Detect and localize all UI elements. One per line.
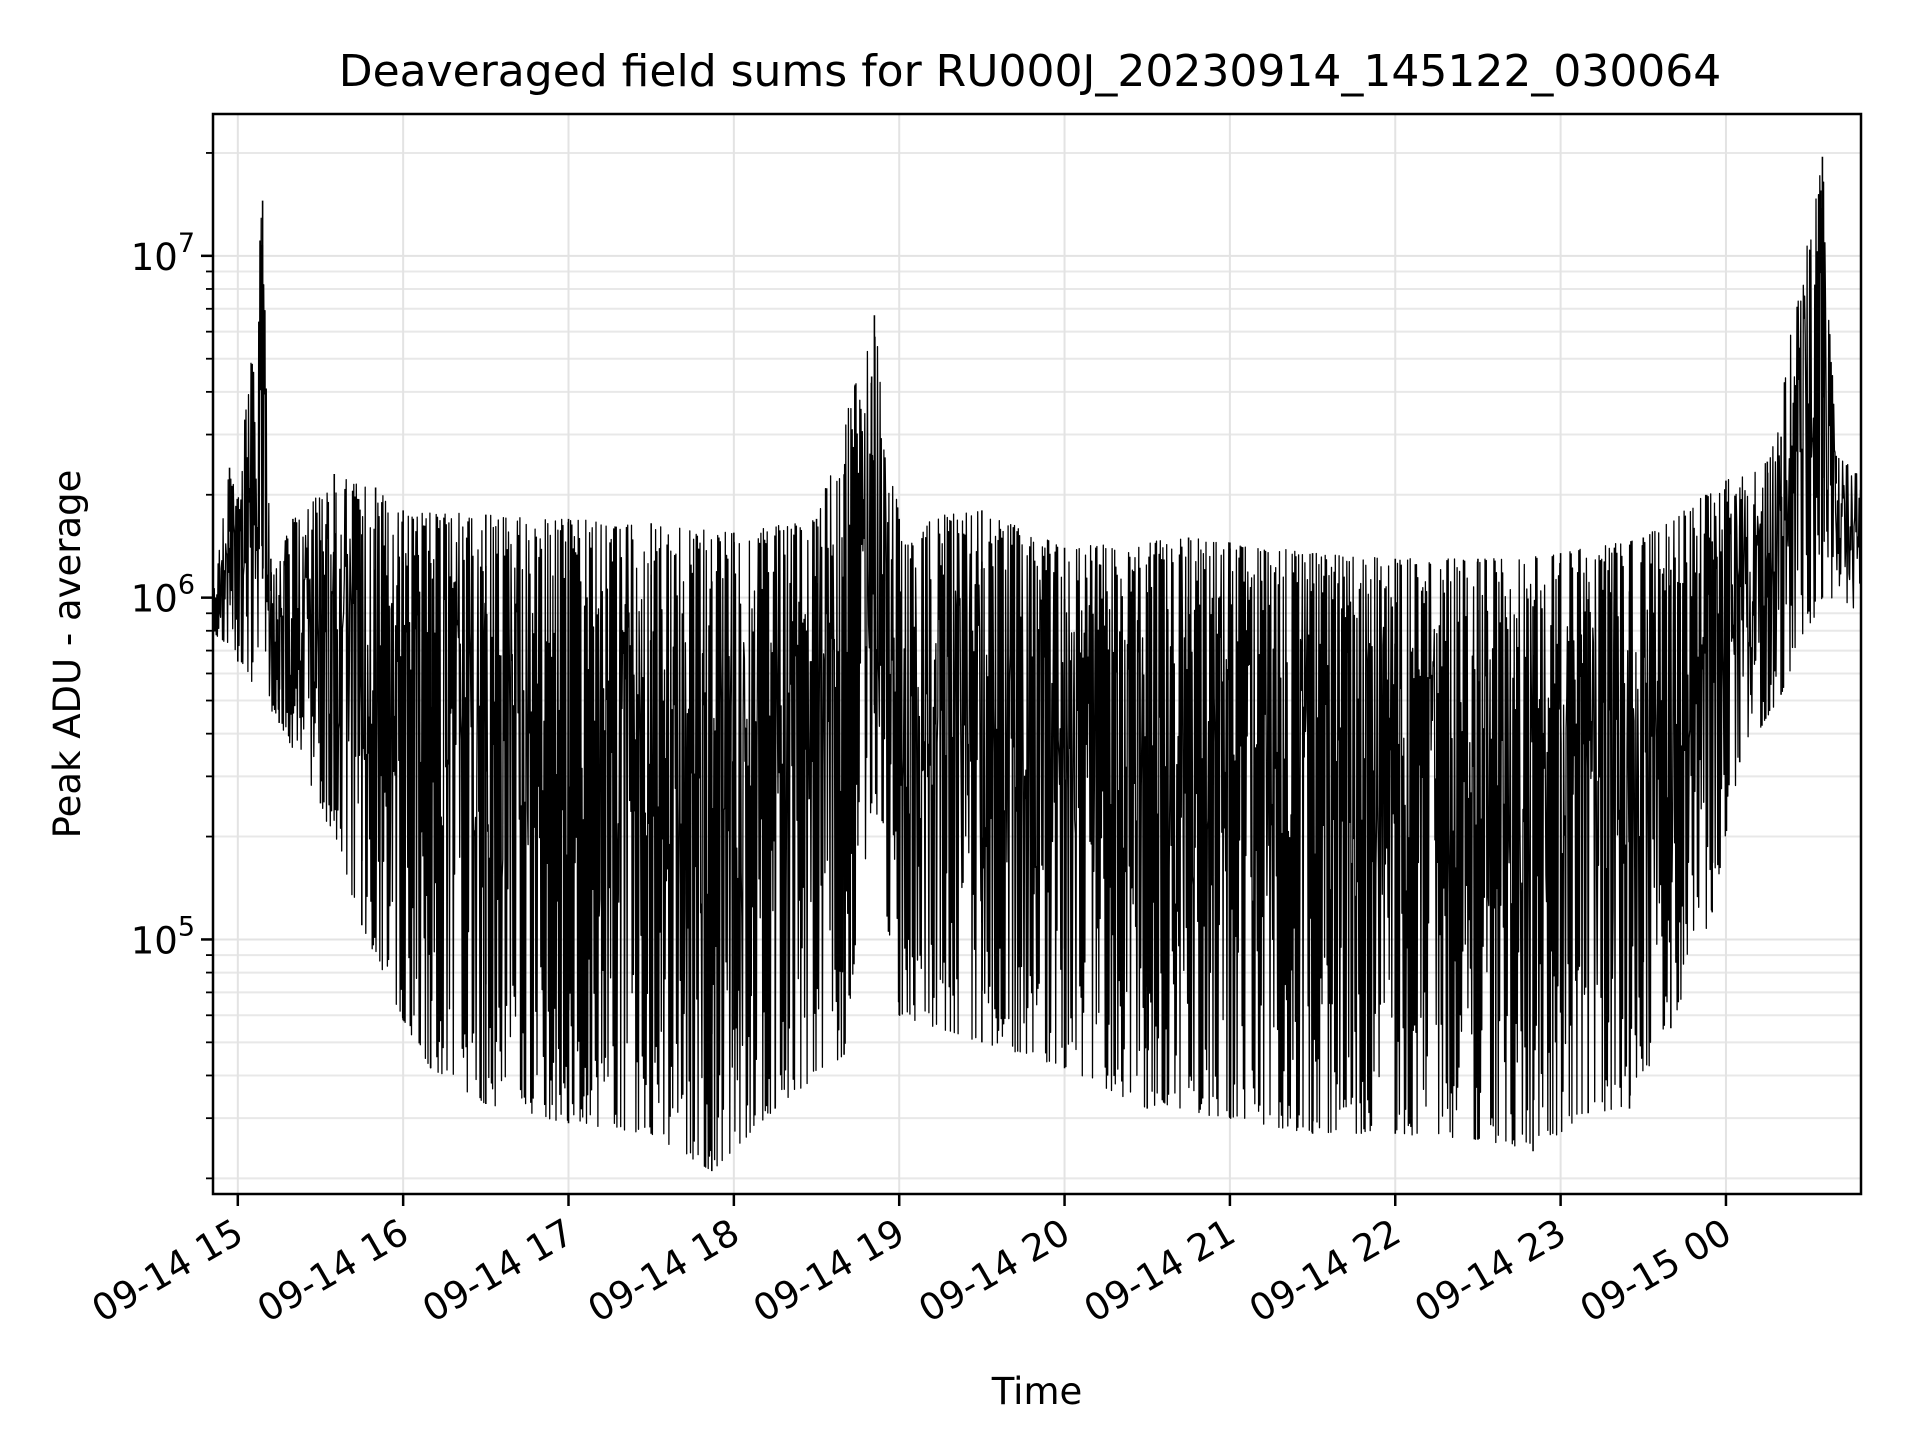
x-tick-label: 09-14 16 (250, 1211, 416, 1331)
series-layer (212, 156, 1862, 1172)
x-tick-label: 09-14 17 (415, 1211, 581, 1331)
x-axis-label: Time (991, 1370, 1083, 1413)
y-axis-label: Peak ADU - average (46, 470, 89, 839)
y-tick-label: 107 (131, 228, 195, 279)
y-tick-label: 105 (131, 911, 195, 962)
x-tick-label: 09-14 19 (746, 1211, 912, 1331)
x-tick-label: 09-14 20 (911, 1211, 1077, 1331)
x-tick-label: 09-14 22 (1242, 1211, 1408, 1331)
x-tick-label: 09-15 00 (1573, 1211, 1739, 1331)
x-tick-label: 09-14 15 (85, 1211, 251, 1331)
x-ticks: 09-14 15 09-14 16 09-14 17 09-14 18 09-14 19… (85, 1194, 1739, 1331)
x-tick-label: 09-14 18 (581, 1211, 747, 1331)
chart-title: Deaveraged field sums for RU000J_2023091… (339, 46, 1722, 97)
series-line-0 (212, 175, 1862, 1170)
x-tick-label: 09-14 23 (1408, 1211, 1574, 1331)
x-tick-label: 09-14 21 (1077, 1211, 1243, 1331)
y-ticks: 105 106 107 (131, 152, 213, 1180)
plot-frame (211, 112, 1863, 1196)
y-tick-label: 106 (131, 570, 195, 621)
